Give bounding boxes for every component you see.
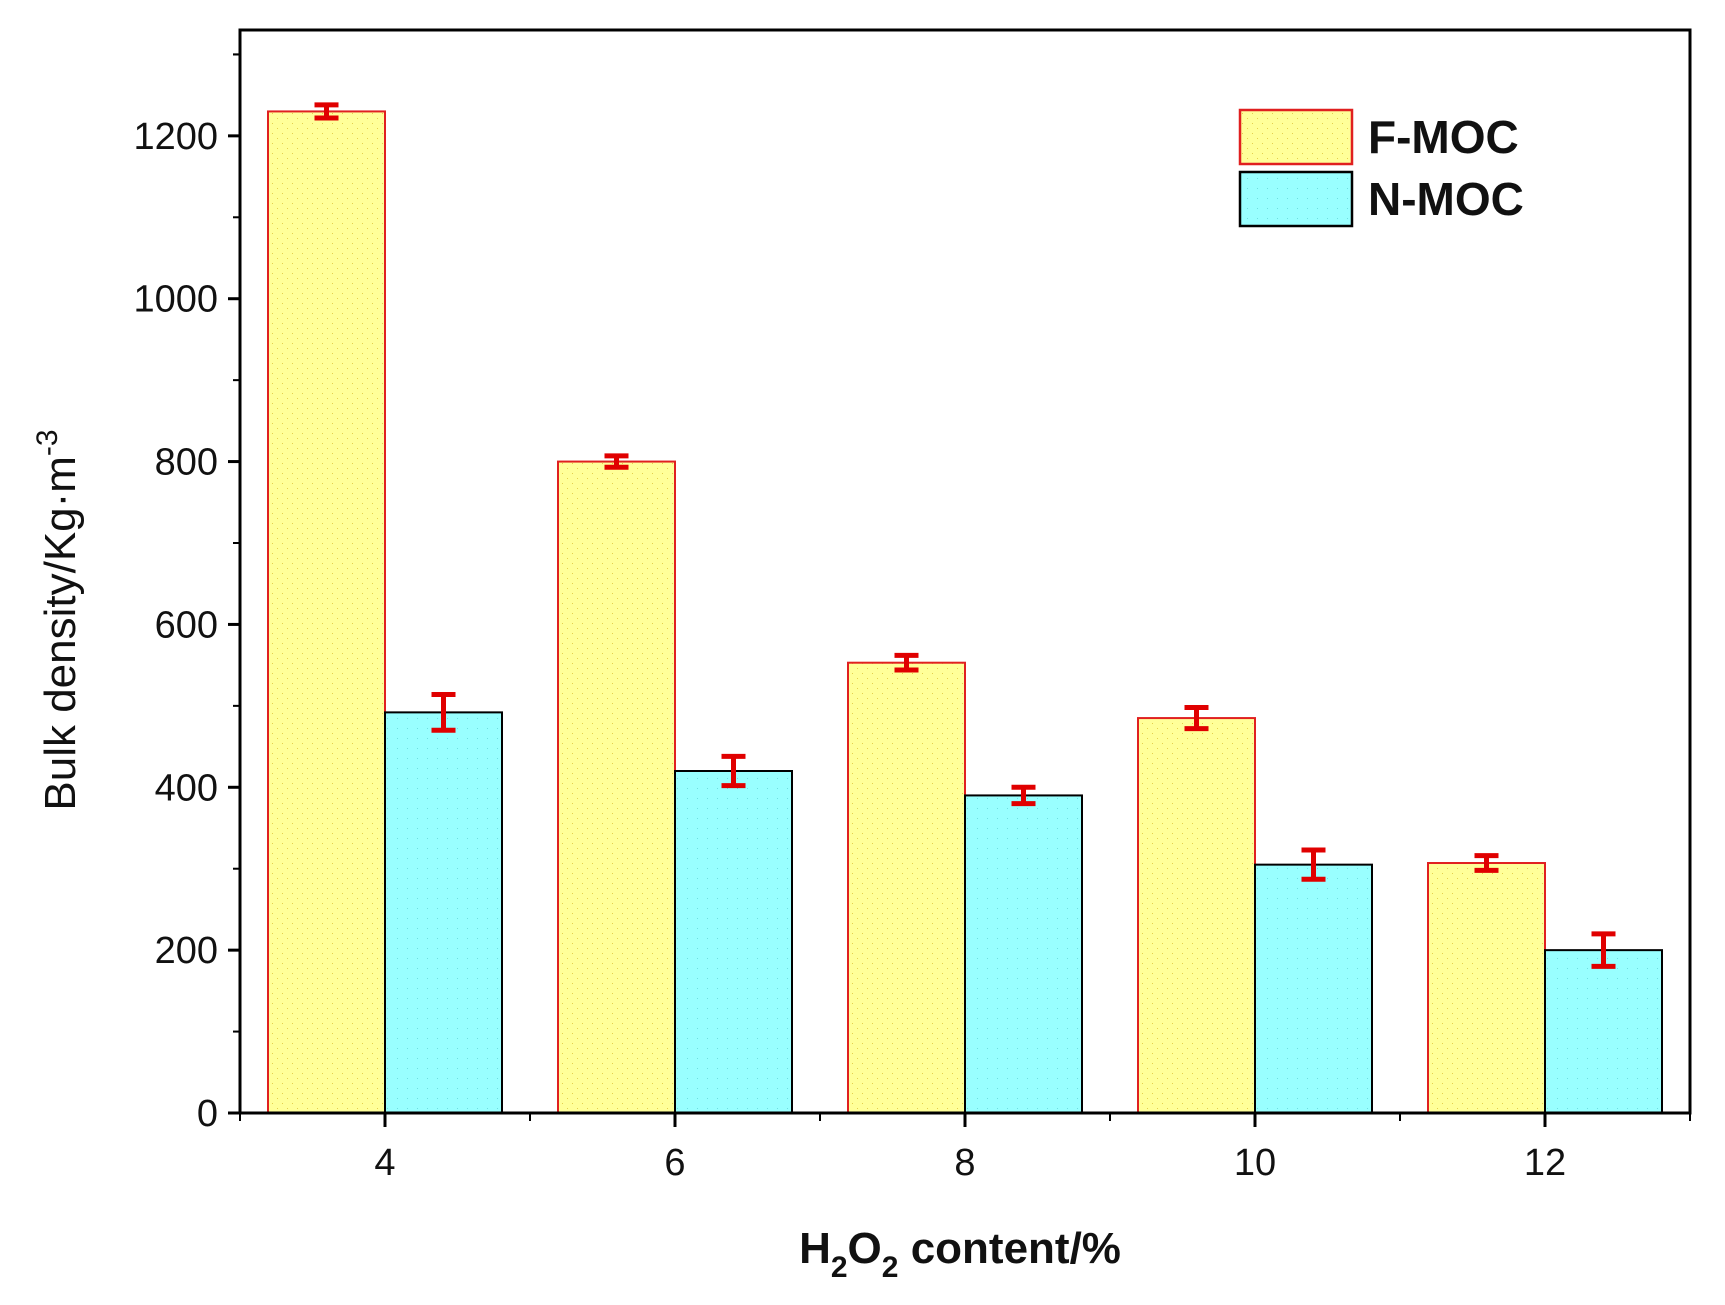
error-bar-n-moc-10	[1301, 847, 1326, 882]
y-tick-label: 400	[155, 767, 218, 809]
error-bar-n-moc-12	[1591, 931, 1616, 969]
legend-swatch-n-moc	[1238, 170, 1354, 228]
y-tick-label: 600	[155, 604, 218, 646]
bar-f-moc-4	[267, 110, 386, 1114]
error-bar-n-moc-6	[721, 753, 746, 789]
x-tick-label: 10	[1234, 1142, 1276, 1184]
legend-swatch-f-moc	[1238, 108, 1354, 166]
bar-n-moc-10	[1254, 863, 1373, 1115]
error-bar-f-moc-8	[894, 652, 919, 673]
bar-f-moc-8	[847, 661, 966, 1114]
bar-n-moc-8	[964, 794, 1083, 1115]
bar-n-moc-4	[384, 711, 503, 1114]
legend-label-n-moc: N-MOC	[1368, 173, 1524, 225]
error-bar-f-moc-12	[1474, 853, 1499, 873]
legend: F-MOC N-MOC	[1238, 108, 1524, 228]
y-tick-label: 1200	[133, 116, 218, 158]
error-bar-f-moc-4	[314, 102, 339, 121]
error-bar-n-moc-8	[1011, 784, 1036, 807]
bar-n-moc-12	[1544, 949, 1663, 1115]
x-tick-label: 12	[1524, 1142, 1566, 1184]
bar-f-moc-10	[1137, 717, 1256, 1114]
x-axis-title: H2O2 content/%	[799, 1224, 1121, 1284]
error-bar-f-moc-6	[604, 453, 629, 470]
x-tick-label: 8	[954, 1142, 975, 1184]
legend-label-f-moc: F-MOC	[1368, 111, 1519, 163]
x-tick-label: 6	[664, 1142, 685, 1184]
y-tick-label: 200	[155, 930, 218, 972]
error-bar-n-moc-4	[431, 691, 456, 733]
y-tick-label: 800	[155, 442, 218, 484]
error-bar-f-moc-10	[1184, 704, 1209, 732]
axes: 0 200 400 600 800 1000 1200 4 6 8 10 12	[133, 28, 1692, 1184]
x-tick-label: 4	[374, 1142, 395, 1184]
y-tick-label: 0	[197, 1093, 218, 1135]
plot-area	[267, 102, 1663, 1115]
bar-n-moc-6	[674, 770, 793, 1114]
y-axis-title: Bulk density/Kg·m-3	[31, 429, 85, 810]
y-tick-label: 1000	[133, 279, 218, 321]
bar-f-moc-12	[1427, 862, 1546, 1114]
bar-f-moc-6	[557, 460, 676, 1115]
